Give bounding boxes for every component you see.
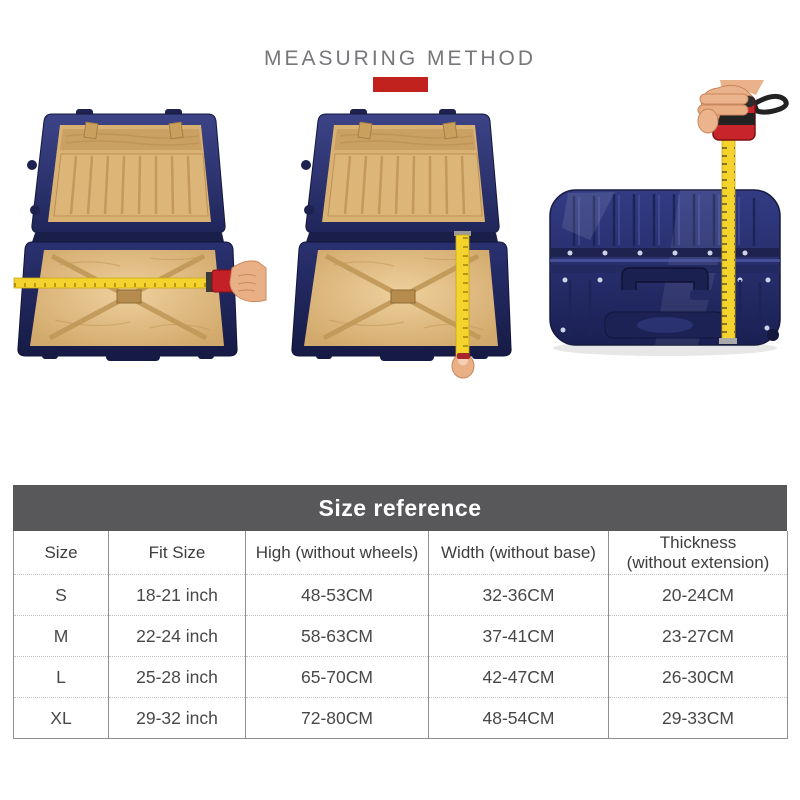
table-cell: 65-70CM	[245, 656, 429, 698]
table-cell: 32-36CM	[428, 574, 609, 616]
table-cell: 22-24 inch	[108, 615, 246, 657]
table-cell: 29-32 inch	[108, 697, 246, 739]
table-cell: XL	[13, 697, 109, 739]
table-cell: M	[13, 615, 109, 657]
col-header-size: Size	[13, 531, 109, 575]
open-suitcase-illustration	[17, 109, 238, 361]
table-cell: 72-80CM	[245, 697, 429, 739]
open-suitcase-illustration	[291, 109, 512, 361]
table-title: Size reference	[13, 485, 787, 531]
table-cell: 58-63CM	[245, 615, 429, 657]
table-cell: 29-33CM	[608, 697, 788, 739]
table-cell: S	[13, 574, 109, 616]
table-cell: 20-24CM	[608, 574, 788, 616]
hand-icon	[206, 260, 267, 303]
photo-measure-thickness	[530, 80, 800, 390]
col-header-thickness: Thickness (without extension)	[608, 531, 788, 575]
measuring-tape-icon	[13, 277, 215, 289]
photo-measure-depth	[280, 90, 530, 380]
photo-measure-width	[0, 90, 270, 380]
table-row-m: M 22-24 inch 58-63CM 37-41CM 23-27CM	[13, 615, 788, 657]
page-title: MEASURING METHOD	[263, 47, 536, 70]
table-cell: 26-30CM	[608, 656, 788, 698]
table-cell: 18-21 inch	[108, 574, 246, 616]
size-table: Size Fit Size High (without wheels) Widt…	[13, 531, 788, 739]
col-header-width: Width (without base)	[428, 531, 609, 575]
table-cell: 48-54CM	[428, 697, 609, 739]
table-row-l: L 25-28 inch 65-70CM 42-47CM 26-30CM	[13, 656, 788, 698]
finger-icon	[451, 353, 475, 379]
col-header-fit-size: Fit Size	[108, 531, 246, 575]
closed-suitcase-illustration	[549, 189, 781, 356]
col-header-high: High (without wheels)	[245, 531, 429, 575]
table-row-xl: XL 29-32 inch 72-80CM 48-54CM 29-33CM	[13, 697, 788, 739]
measuring-tape-icon	[454, 231, 471, 358]
title-accent-bar	[373, 77, 428, 92]
table-row-s: S 18-21 inch 48-53CM 32-36CM 20-24CM	[13, 574, 788, 616]
table-cell: 42-47CM	[428, 656, 609, 698]
measuring-tape-icon	[719, 136, 737, 344]
size-reference-section: Size reference Size Fit Size High (witho…	[13, 485, 788, 739]
table-cell: 48-53CM	[245, 574, 429, 616]
table-cell: L	[13, 656, 109, 698]
table-cell: 23-27CM	[608, 615, 788, 657]
table-header-row: Size Fit Size High (without wheels) Widt…	[13, 531, 788, 575]
table-cell: 37-41CM	[428, 615, 609, 657]
hand-icon	[697, 80, 764, 134]
table-cell: 25-28 inch	[108, 656, 246, 698]
